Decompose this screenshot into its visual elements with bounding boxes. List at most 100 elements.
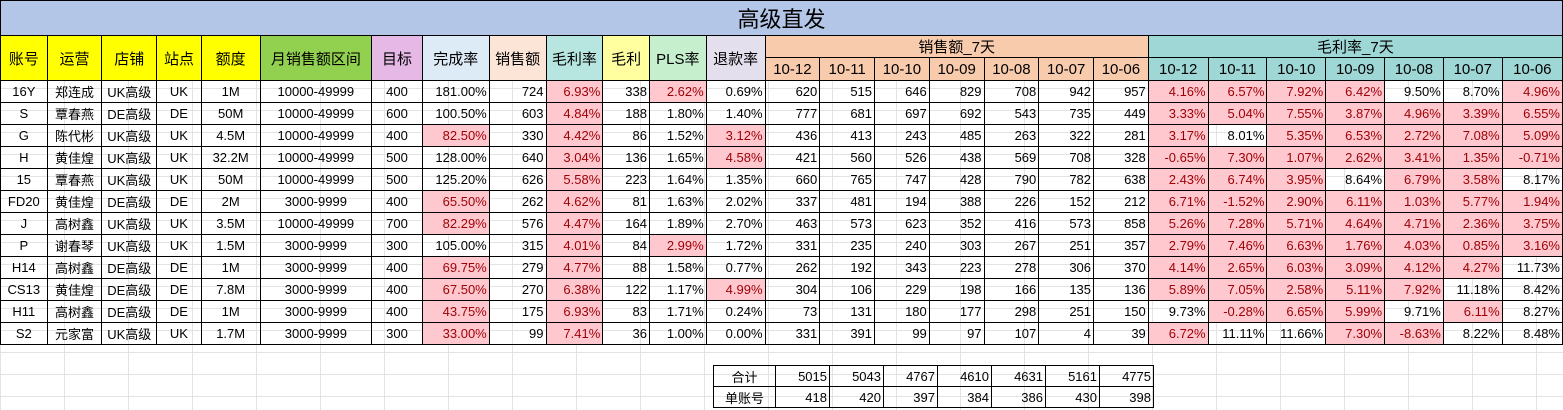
data-cell[interactable]: 81 xyxy=(602,190,650,213)
header-cell[interactable]: 退款率 xyxy=(705,35,766,81)
margin-cell[interactable]: -0.65% xyxy=(1147,146,1209,169)
data-cell[interactable]: UK xyxy=(156,80,202,103)
margin-cell[interactable]: 11.18% xyxy=(1442,278,1503,301)
data-cell[interactable]: 500 xyxy=(371,168,423,191)
data-cell[interactable]: 32.2M xyxy=(200,146,261,169)
data-cell[interactable]: UK xyxy=(156,212,202,235)
margin-cell[interactable]: 3.17% xyxy=(1147,124,1209,147)
margin-cell[interactable]: 8.17% xyxy=(1501,168,1563,191)
data-cell[interactable]: 1M xyxy=(200,300,261,323)
data-cell[interactable]: 724 xyxy=(488,80,547,103)
data-cell[interactable]: 50M xyxy=(200,102,261,125)
margin-cell[interactable]: 6.11% xyxy=(1442,300,1503,323)
sales-cell[interactable]: 485 xyxy=(928,124,985,147)
data-cell[interactable]: 2.99% xyxy=(648,234,707,257)
data-cell[interactable]: 4.01% xyxy=(545,234,604,257)
data-cell[interactable]: 覃春燕 xyxy=(46,168,103,191)
data-cell[interactable]: 6.93% xyxy=(545,300,604,323)
data-cell[interactable]: DE xyxy=(156,256,202,279)
sales-cell[interactable]: 243 xyxy=(874,124,930,147)
data-cell[interactable]: 3.04% xyxy=(545,146,604,169)
header-cell[interactable]: PLS率 xyxy=(648,35,707,81)
margin-cell[interactable]: 5.04% xyxy=(1207,102,1268,125)
sales-cell[interactable]: 180 xyxy=(874,300,930,323)
data-cell[interactable]: 3000-9999 xyxy=(259,278,373,301)
data-cell[interactable]: P xyxy=(0,234,48,257)
date-header-cell[interactable]: 10-06 xyxy=(1501,57,1563,81)
sales-cell[interactable]: 192 xyxy=(819,256,876,279)
data-cell[interactable]: 500 xyxy=(371,146,423,169)
data-cell[interactable]: 1.35% xyxy=(705,168,766,191)
data-cell[interactable]: 1.65% xyxy=(648,146,707,169)
data-cell[interactable]: UK高级 xyxy=(101,322,158,345)
date-header-cell[interactable]: 10-08 xyxy=(983,57,1040,81)
sales-cell[interactable]: 638 xyxy=(1093,168,1149,191)
data-cell[interactable]: 3000-9999 xyxy=(259,190,373,213)
data-cell[interactable]: 4.42% xyxy=(545,124,604,147)
data-cell[interactable]: H11 xyxy=(0,300,48,323)
data-cell[interactable]: 84 xyxy=(602,234,650,257)
margin-cell[interactable]: 6.57% xyxy=(1207,80,1268,103)
header-cell[interactable]: 毛利 xyxy=(602,35,650,81)
data-cell[interactable]: 10000-49999 xyxy=(259,212,373,235)
data-cell[interactable]: 1.64% xyxy=(648,168,707,191)
margin-cell[interactable]: 7.92% xyxy=(1384,278,1444,301)
data-cell[interactable]: 3000-9999 xyxy=(259,300,373,323)
date-header-cell[interactable]: 10-07 xyxy=(1038,57,1095,81)
data-cell[interactable]: DE高级 xyxy=(101,256,158,279)
summary-cell[interactable]: 386 xyxy=(991,386,1046,408)
sales-cell[interactable]: 357 xyxy=(1093,234,1149,257)
sales-cell[interactable]: 337 xyxy=(764,190,821,213)
date-header-cell[interactable]: 10-10 xyxy=(1266,57,1327,81)
sales-cell[interactable]: 278 xyxy=(983,256,1040,279)
sales-cell[interactable]: 212 xyxy=(1093,190,1149,213)
margin-cell[interactable]: 4.03% xyxy=(1384,234,1444,257)
data-cell[interactable]: H14 xyxy=(0,256,48,279)
data-cell[interactable]: 4.47% xyxy=(545,212,604,235)
margin-cell[interactable]: 1.07% xyxy=(1266,146,1327,169)
summary-cell[interactable]: 5043 xyxy=(829,365,884,387)
data-cell[interactable]: 262 xyxy=(488,190,547,213)
summary-cell[interactable]: 4631 xyxy=(991,365,1046,387)
sales-cell[interactable]: 858 xyxy=(1093,212,1149,235)
margin-cell[interactable]: 3.87% xyxy=(1325,102,1386,125)
header-cell[interactable]: 月销售额区间 xyxy=(259,35,373,81)
data-cell[interactable]: 高树鑫 xyxy=(46,300,103,323)
margin-cell[interactable]: 6.74% xyxy=(1207,168,1268,191)
sales-cell[interactable]: 306 xyxy=(1038,256,1095,279)
data-cell[interactable]: 400 xyxy=(371,278,423,301)
sales-cell[interactable]: 573 xyxy=(819,212,876,235)
margin-cell[interactable]: 5.26% xyxy=(1147,212,1209,235)
margin-cell[interactable]: 11.66% xyxy=(1266,322,1327,345)
data-cell[interactable]: FD20 xyxy=(0,190,48,213)
data-cell[interactable]: 1.89% xyxy=(648,212,707,235)
header-cell[interactable]: 完成率 xyxy=(421,35,490,81)
margin-cell[interactable]: -0.71% xyxy=(1501,146,1563,169)
margin-cell[interactable]: 2.65% xyxy=(1207,256,1268,279)
data-cell[interactable]: 15 xyxy=(0,168,48,191)
data-cell[interactable]: 1.80% xyxy=(648,102,707,125)
data-cell[interactable]: G xyxy=(0,124,48,147)
sales-cell[interactable]: 765 xyxy=(819,168,876,191)
margin-cell[interactable]: 3.16% xyxy=(1501,234,1563,257)
data-cell[interactable]: 136 xyxy=(602,146,650,169)
margin-cell[interactable]: 1.76% xyxy=(1325,234,1386,257)
sales-cell[interactable]: 421 xyxy=(764,146,821,169)
data-cell[interactable]: 1.71% xyxy=(648,300,707,323)
margin-cell[interactable]: 4.71% xyxy=(1384,212,1444,235)
date-header-cell[interactable]: 10-09 xyxy=(928,57,985,81)
data-cell[interactable]: 270 xyxy=(488,278,547,301)
data-cell[interactable]: UK高级 xyxy=(101,124,158,147)
data-cell[interactable]: 400 xyxy=(371,256,423,279)
data-cell[interactable]: 3.5M xyxy=(200,212,261,235)
margin-cell[interactable]: 8.42% xyxy=(1501,278,1563,301)
sales-cell[interactable]: 166 xyxy=(983,278,1040,301)
margin-cell[interactable]: 3.75% xyxy=(1501,212,1563,235)
data-cell[interactable]: 43.75% xyxy=(421,300,490,323)
margin-cell[interactable]: 2.36% xyxy=(1442,212,1503,235)
margin-cell[interactable]: 6.63% xyxy=(1266,234,1327,257)
sales-cell[interactable]: 328 xyxy=(1093,146,1149,169)
sales-cell[interactable]: 681 xyxy=(819,102,876,125)
data-cell[interactable]: 223 xyxy=(602,168,650,191)
data-cell[interactable]: 1.58% xyxy=(648,256,707,279)
